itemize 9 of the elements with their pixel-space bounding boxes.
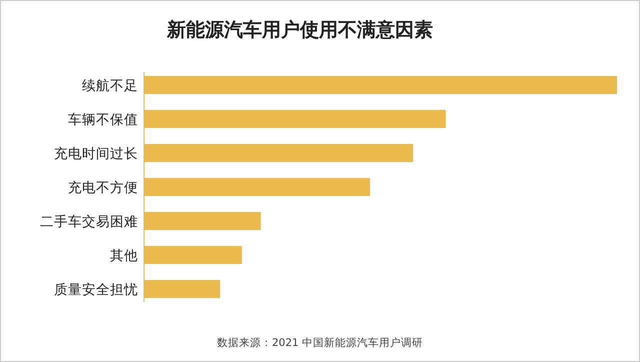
y-tick-label: 车辆不保值 [68, 112, 138, 128]
chart-title: 新能源汽车用户使用不满意因素 [166, 19, 433, 41]
y-tick-label: 其他 [110, 248, 138, 264]
y-tick-label: 充电不方便 [68, 180, 138, 196]
y-tick-label: 充电时间过长 [54, 146, 138, 162]
source-note: 数据来源：2021 中国新能源汽车用户调研 [216, 336, 424, 349]
y-tick-label: 续航不足 [82, 78, 138, 94]
y-tick-label: 质量安全担忧 [54, 282, 138, 298]
y-tick-label: 二手车交易困难 [40, 214, 138, 230]
